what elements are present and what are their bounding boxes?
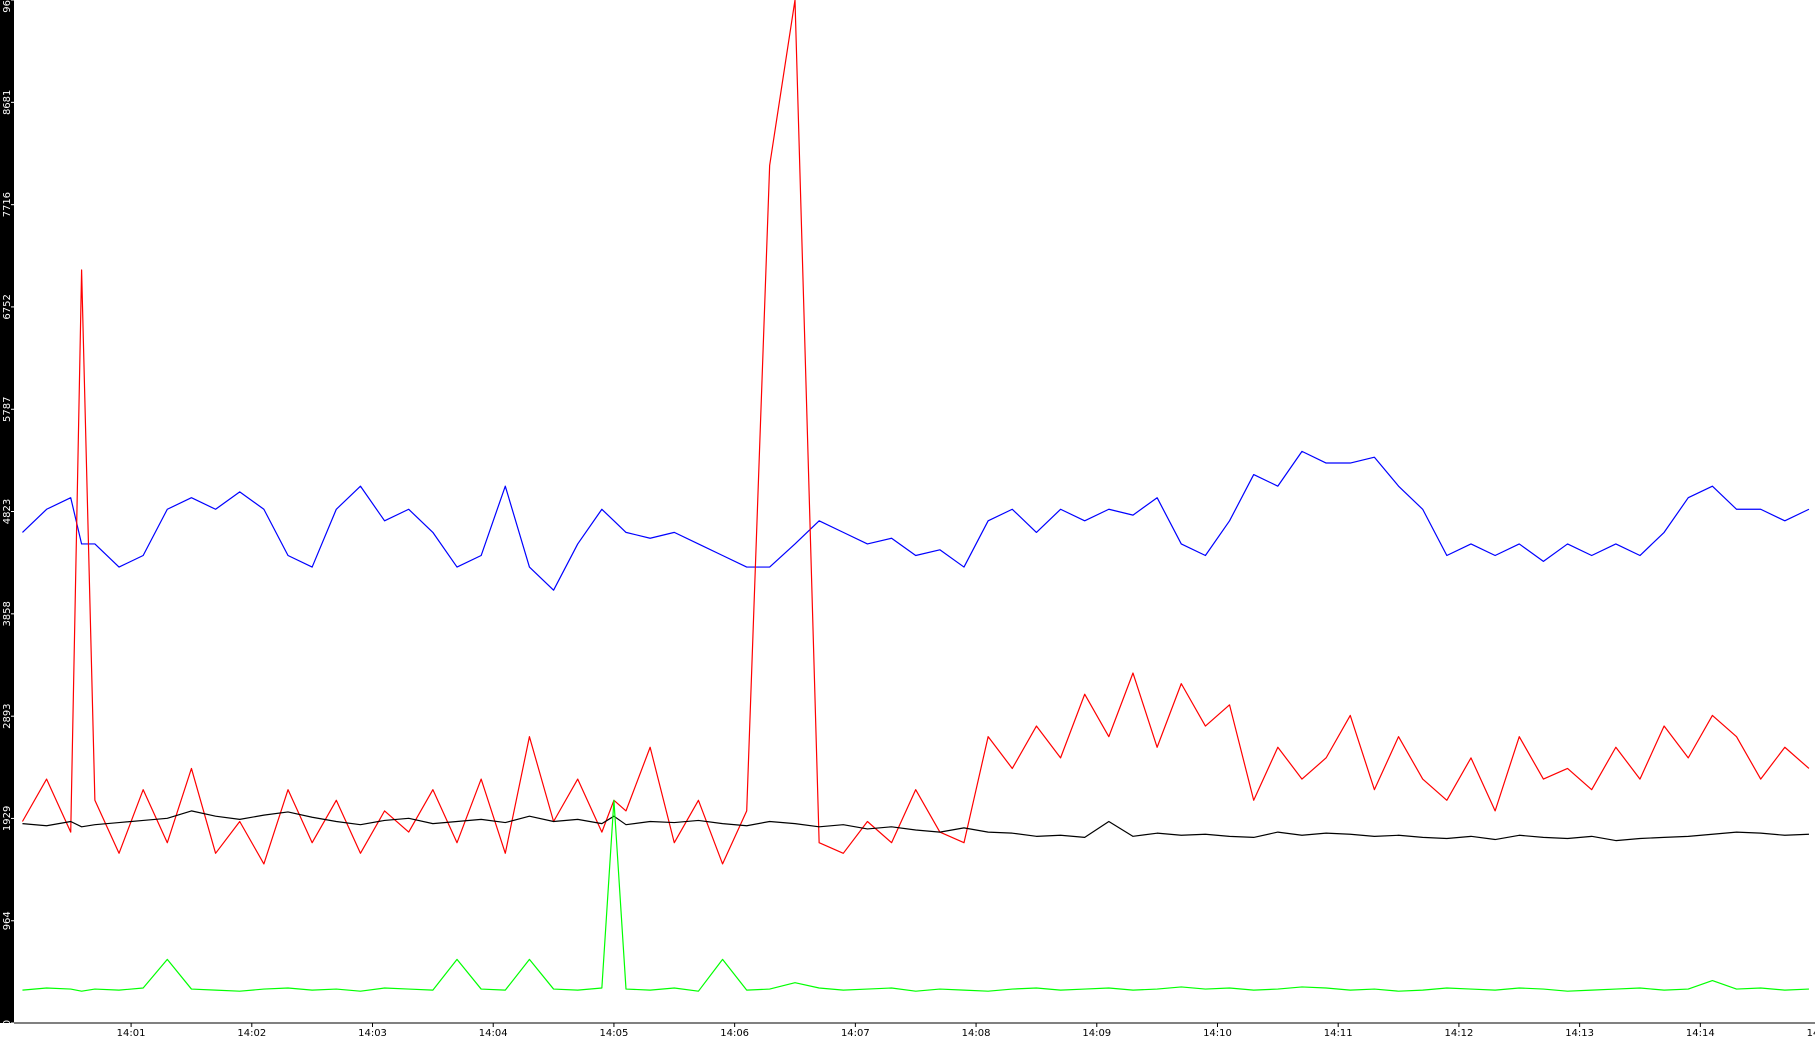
y-tick-label: 5787 <box>2 397 13 422</box>
x-tick-label: 14:07 <box>841 1028 870 1039</box>
series-line <box>21 0 1810 865</box>
y-tick-label: 3858 <box>2 601 13 626</box>
y-axis-strip <box>0 0 14 1023</box>
x-tick-label: 14:06 <box>720 1028 749 1039</box>
y-tick-label: 964 <box>2 911 13 930</box>
x-tick-label: 14:13 <box>1565 1028 1594 1039</box>
x-tick-label: 14:11 <box>1324 1028 1353 1039</box>
y-tick-label: 7716 <box>2 192 13 217</box>
x-tick-label: 14:14 <box>1686 1028 1715 1039</box>
y-tick-label: 0 <box>2 1020 13 1026</box>
x-tick-label: 14:10 <box>1203 1028 1232 1039</box>
x-tick-label: 14:04 <box>479 1028 508 1039</box>
y-tick-label: 6752 <box>2 294 13 319</box>
series-line <box>22 799 1809 992</box>
y-tick-label: 2893 <box>2 703 13 728</box>
x-tick-label: 14:03 <box>358 1028 387 1039</box>
x-tick-label: 14:05 <box>600 1028 629 1039</box>
series-line <box>22 810 1809 842</box>
x-tick-label: 14:02 <box>237 1028 266 1039</box>
y-tick-label: 1929 <box>2 806 13 831</box>
x-tick-label: 14:08 <box>962 1028 991 1039</box>
x-tick-label: 14:01 <box>117 1028 146 1039</box>
x-tick-label: 14:12 <box>1444 1028 1473 1039</box>
y-tick-label: 9646 <box>2 0 13 13</box>
x-tick-label: 14:15 <box>1807 1028 1815 1039</box>
series-line <box>22 450 1810 591</box>
y-tick-label: 4823 <box>2 499 13 524</box>
y-tick-label: 8681 <box>2 90 13 115</box>
x-tick-label: 14:09 <box>1082 1028 1111 1039</box>
